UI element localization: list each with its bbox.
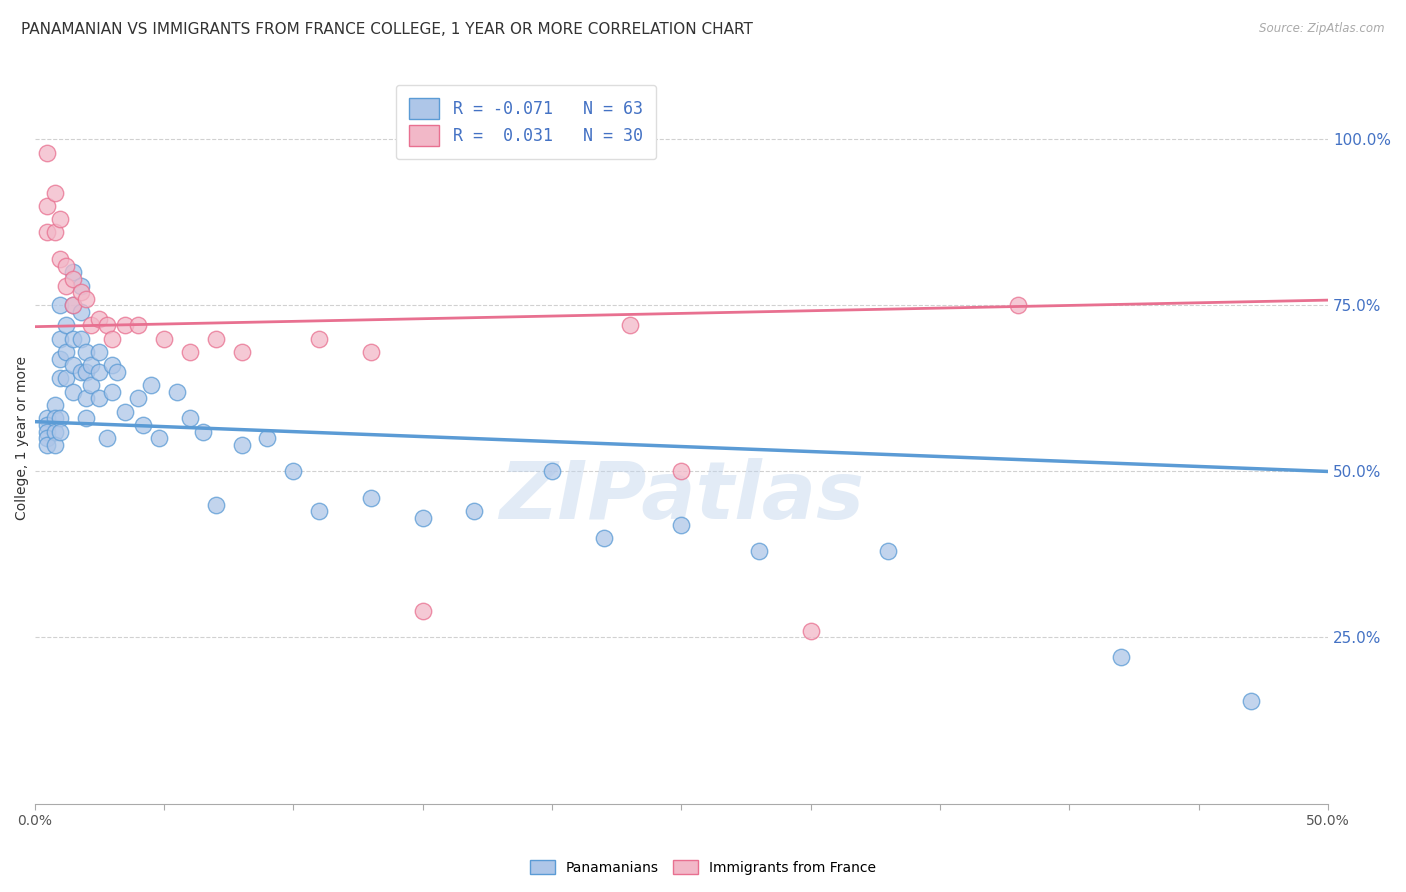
Point [96, 431, 118, 445]
Point [283, 465, 305, 479]
Point [75, 392, 97, 406]
Point [49, 252, 72, 266]
Point [463, 504, 485, 518]
Point [360, 491, 382, 505]
Point [671, 465, 693, 479]
Point [127, 392, 149, 406]
Point [412, 511, 434, 525]
Text: Source: ZipAtlas.com: Source: ZipAtlas.com [1260, 22, 1385, 36]
Point [619, 318, 641, 333]
Point [139, 378, 162, 392]
Point [37, 226, 59, 240]
Point [89, 311, 111, 326]
Point [49, 411, 72, 425]
Point [592, 531, 614, 545]
Point [70, 332, 93, 346]
Point [360, 345, 382, 359]
Point [191, 425, 214, 439]
Point [37, 411, 59, 425]
Point [80, 318, 103, 333]
Point [37, 425, 59, 439]
Point [37, 431, 59, 445]
Point [153, 332, 176, 346]
Point [89, 345, 111, 359]
Point [62, 384, 84, 399]
Point [75, 365, 97, 379]
Point [55, 259, 77, 273]
Point [148, 431, 170, 445]
Point [256, 431, 278, 445]
Point [412, 604, 434, 618]
Point [671, 517, 693, 532]
Point [44, 186, 66, 200]
Point [62, 272, 84, 286]
Point [308, 504, 330, 518]
Point [800, 624, 823, 638]
Point [114, 318, 136, 333]
Point [114, 405, 136, 419]
Point [748, 544, 770, 558]
Point [44, 438, 66, 452]
Point [70, 278, 93, 293]
Point [308, 332, 330, 346]
Point [62, 358, 84, 372]
Point [80, 378, 103, 392]
Point [101, 384, 124, 399]
Point [80, 358, 103, 372]
Point [166, 384, 188, 399]
Point [62, 332, 84, 346]
Point [105, 365, 128, 379]
Point [62, 265, 84, 279]
Point [101, 358, 124, 372]
Point [70, 285, 93, 300]
Point [541, 465, 564, 479]
Point [37, 199, 59, 213]
Point [75, 292, 97, 306]
Point [204, 498, 226, 512]
Point [89, 365, 111, 379]
Legend: Panamanians, Immigrants from France: Panamanians, Immigrants from France [524, 855, 882, 880]
Point [37, 145, 59, 160]
Point [37, 438, 59, 452]
Point [49, 425, 72, 439]
Point [101, 332, 124, 346]
Point [1109, 650, 1132, 665]
Point [55, 345, 77, 359]
Point [49, 351, 72, 366]
Point [49, 371, 72, 385]
Point [49, 298, 72, 312]
Text: ZIPatlas: ZIPatlas [499, 458, 863, 536]
Point [55, 371, 77, 385]
Text: PANAMANIAN VS IMMIGRANTS FROM FRANCE COLLEGE, 1 YEAR OR MORE CORRELATION CHART: PANAMANIAN VS IMMIGRANTS FROM FRANCE COL… [21, 22, 754, 37]
Y-axis label: College, 1 year or more: College, 1 year or more [15, 356, 30, 520]
Point [49, 212, 72, 227]
Point [70, 305, 93, 319]
Point [179, 411, 201, 425]
Point [204, 332, 226, 346]
Point [231, 438, 253, 452]
Point [89, 392, 111, 406]
Point [44, 398, 66, 412]
Point [62, 298, 84, 312]
Point [96, 318, 118, 333]
Point [1239, 693, 1261, 707]
Point [1007, 298, 1029, 312]
Point [37, 417, 59, 432]
Point [62, 298, 84, 312]
Point [127, 318, 149, 333]
Point [231, 345, 253, 359]
Point [132, 417, 155, 432]
Point [75, 411, 97, 425]
Legend: R = -0.071   N = 63, R =  0.031   N = 30: R = -0.071 N = 63, R = 0.031 N = 30 [396, 85, 657, 159]
Point [44, 425, 66, 439]
Point [55, 278, 77, 293]
Point [70, 365, 93, 379]
Point [44, 411, 66, 425]
Point [75, 345, 97, 359]
Point [877, 544, 900, 558]
Point [44, 226, 66, 240]
Point [55, 318, 77, 333]
Point [49, 332, 72, 346]
Point [179, 345, 201, 359]
